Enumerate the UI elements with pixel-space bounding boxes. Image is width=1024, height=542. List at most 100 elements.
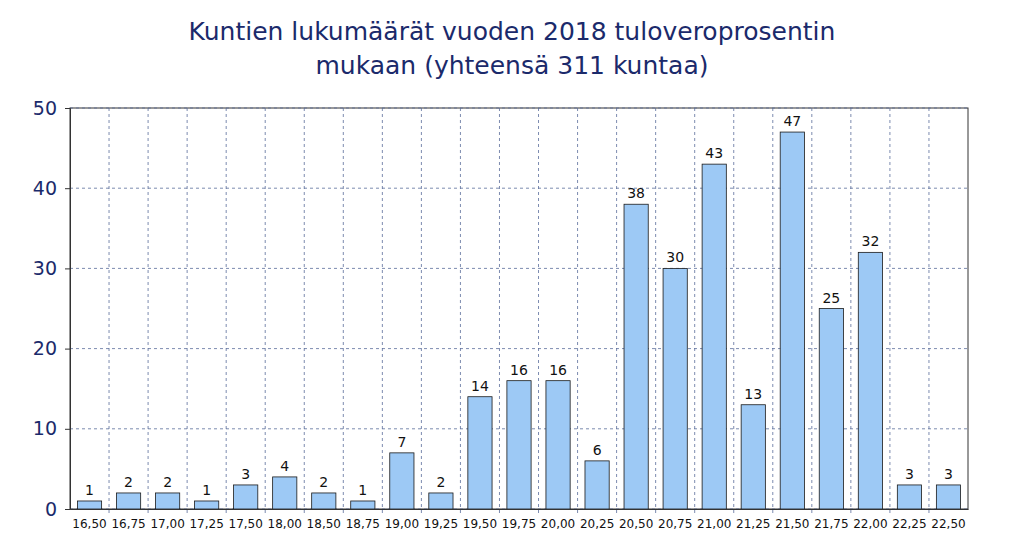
tick-label: 10 [33, 417, 57, 439]
bar [585, 461, 609, 509]
data-label: 1 [358, 482, 367, 498]
tick-label: 18,00 [268, 517, 302, 531]
data-label: 16 [510, 362, 528, 378]
x-axis: 16,5016,7517,0017,2517,5018,0018,5018,75… [71, 509, 969, 531]
category-separator [694, 108, 695, 515]
tick: 20,00 [541, 509, 575, 531]
data-label: 7 [397, 434, 406, 450]
tick-label: 19,75 [502, 517, 536, 531]
tick: 22,00 [853, 509, 887, 531]
tick: 0 [45, 498, 70, 520]
title: Kuntien lukumäärät vuoden 2018 tuloverop… [189, 17, 836, 80]
data-label: 4 [280, 458, 289, 474]
tick: 22,25 [892, 509, 926, 531]
category-separator [733, 108, 734, 515]
bar [234, 485, 258, 509]
data-label: 2 [163, 474, 172, 490]
tick-label: 21,75 [814, 517, 848, 531]
category-separator [538, 108, 539, 515]
tick-label: 18,50 [307, 517, 341, 531]
grid-line [70, 108, 968, 109]
data-label: 13 [744, 386, 762, 402]
data-label: 16 [549, 362, 567, 378]
bar [507, 381, 531, 509]
category-separator [187, 108, 188, 515]
bar [741, 405, 765, 509]
data-label: 30 [666, 249, 684, 265]
category-separator [226, 108, 227, 515]
data-label: 2 [319, 474, 328, 490]
bar [351, 501, 375, 509]
category-separator [382, 108, 383, 515]
bar [429, 493, 453, 509]
bar [156, 493, 180, 509]
category-separator [304, 108, 305, 515]
bars [77, 132, 960, 509]
bar [390, 453, 414, 509]
data-label: 3 [241, 466, 250, 482]
title-line: Kuntien lukumäärät vuoden 2018 tuloverop… [189, 17, 836, 46]
data-label: 2 [436, 474, 445, 490]
category-separator [811, 108, 812, 515]
tick: 18,50 [307, 509, 341, 531]
data-label: 25 [822, 290, 840, 306]
tick-label: 40 [33, 177, 57, 199]
bar [819, 309, 843, 510]
tick-label: 20,00 [541, 517, 575, 531]
bar [663, 268, 687, 509]
tick: 17,25 [189, 509, 223, 531]
tick-label: 22,00 [853, 517, 887, 531]
category-separator [850, 108, 851, 515]
tick: 21,75 [814, 509, 848, 531]
grid-line [70, 188, 968, 189]
tick-mark [65, 509, 70, 510]
data-labels: 122134217214161663830431347253233 [85, 113, 953, 498]
category-separator [109, 108, 110, 515]
tick-label: 30 [33, 257, 57, 279]
tick-label: 21,00 [697, 517, 731, 531]
data-label: 14 [471, 378, 489, 394]
data-label: 32 [861, 233, 879, 249]
category-separator [772, 108, 773, 515]
axis-line [71, 509, 969, 510]
tick: 10 [33, 417, 70, 439]
data-label: 2 [124, 474, 133, 490]
data-label: 43 [705, 145, 723, 161]
bar [312, 493, 336, 509]
data-label: 3 [944, 466, 953, 482]
category-separator [421, 108, 422, 515]
tick-label: 20,50 [619, 517, 653, 531]
tick-label: 18,75 [346, 517, 380, 531]
bar [897, 485, 921, 509]
tick: 17,50 [229, 509, 263, 531]
tick: 19,25 [424, 509, 458, 531]
bar [702, 164, 726, 509]
data-label: 1 [202, 482, 211, 498]
tick-label: 22,25 [892, 517, 926, 531]
category-separator [460, 108, 461, 515]
category-separator [577, 108, 578, 515]
tick: 16,75 [111, 509, 145, 531]
tick: 16,50 [72, 509, 106, 531]
bar [195, 501, 219, 509]
tick: 50 [33, 97, 70, 119]
chart: Kuntien lukumäärät vuoden 2018 tuloverop… [0, 0, 1024, 542]
plot: 1221342172141616638304313472532330102030… [33, 97, 969, 531]
plot-frame [70, 108, 968, 509]
category-separator [499, 108, 500, 515]
tick: 21,00 [697, 509, 731, 531]
tick-mark [65, 108, 70, 109]
tick: 19,00 [385, 509, 419, 531]
bar [273, 477, 297, 509]
bar [858, 252, 882, 509]
tick: 19,75 [502, 509, 536, 531]
data-label: 6 [593, 442, 602, 458]
y-grid [70, 108, 968, 509]
tick-label: 20 [33, 337, 57, 359]
tick-mark [65, 268, 70, 269]
data-label: 38 [627, 185, 645, 201]
x-grid [109, 108, 929, 515]
category-separator [616, 108, 617, 515]
category-separator [928, 108, 929, 515]
y-axis: 0 10 20 30 40 50 [33, 97, 71, 520]
